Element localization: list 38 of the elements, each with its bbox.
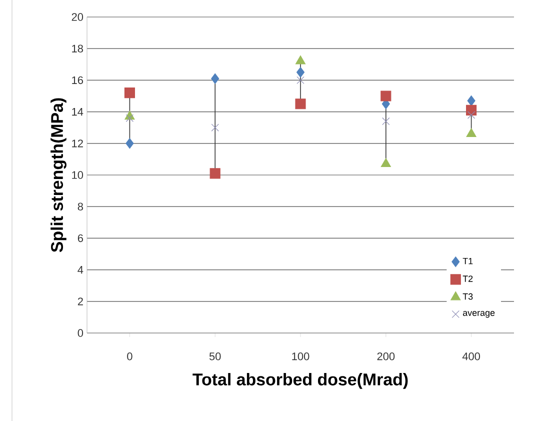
x-axis-title: Total absorbed dose(Mrad) [192, 373, 408, 389]
x-tick-label: 200 [377, 352, 395, 360]
x-tick-label: 100 [292, 352, 310, 360]
y-tick-label: 0 [78, 329, 84, 337]
point [211, 124, 219, 132]
legend-label: T2 [462, 276, 473, 282]
legend-label: T1 [462, 258, 473, 264]
y-tick-label: 8 [78, 202, 83, 210]
point [211, 73, 220, 84]
point [126, 114, 134, 122]
y-tick-label: 12 [72, 140, 83, 148]
point [296, 67, 305, 78]
x-tick-label: 400 [462, 352, 480, 360]
point [124, 88, 135, 98]
y-tick-label: 16 [72, 76, 83, 84]
point [382, 117, 390, 126]
point [467, 95, 476, 106]
point [210, 168, 220, 179]
x-tick-label: 0 [127, 352, 132, 360]
point [467, 111, 476, 119]
y-tick-label: 6 [78, 234, 83, 242]
point [466, 104, 477, 116]
y-tick-label: 20 [72, 13, 84, 21]
point [126, 138, 134, 149]
legend-label: T3 [462, 293, 473, 300]
point [466, 128, 476, 137]
point [380, 158, 391, 167]
legend-label: average [462, 311, 495, 318]
y-tick-label: 4 [78, 266, 84, 274]
point [295, 98, 306, 110]
point [380, 90, 392, 102]
y-tick-label: 18 [72, 44, 83, 52]
y-axis-title: Split strength(MPa) [50, 98, 66, 252]
y-tick-label: 2 [78, 298, 83, 306]
y-tick-label: 10 [72, 171, 84, 179]
point [296, 76, 304, 84]
x-tick-label: 50 [209, 352, 221, 360]
y-tick-label: 14 [72, 108, 84, 116]
